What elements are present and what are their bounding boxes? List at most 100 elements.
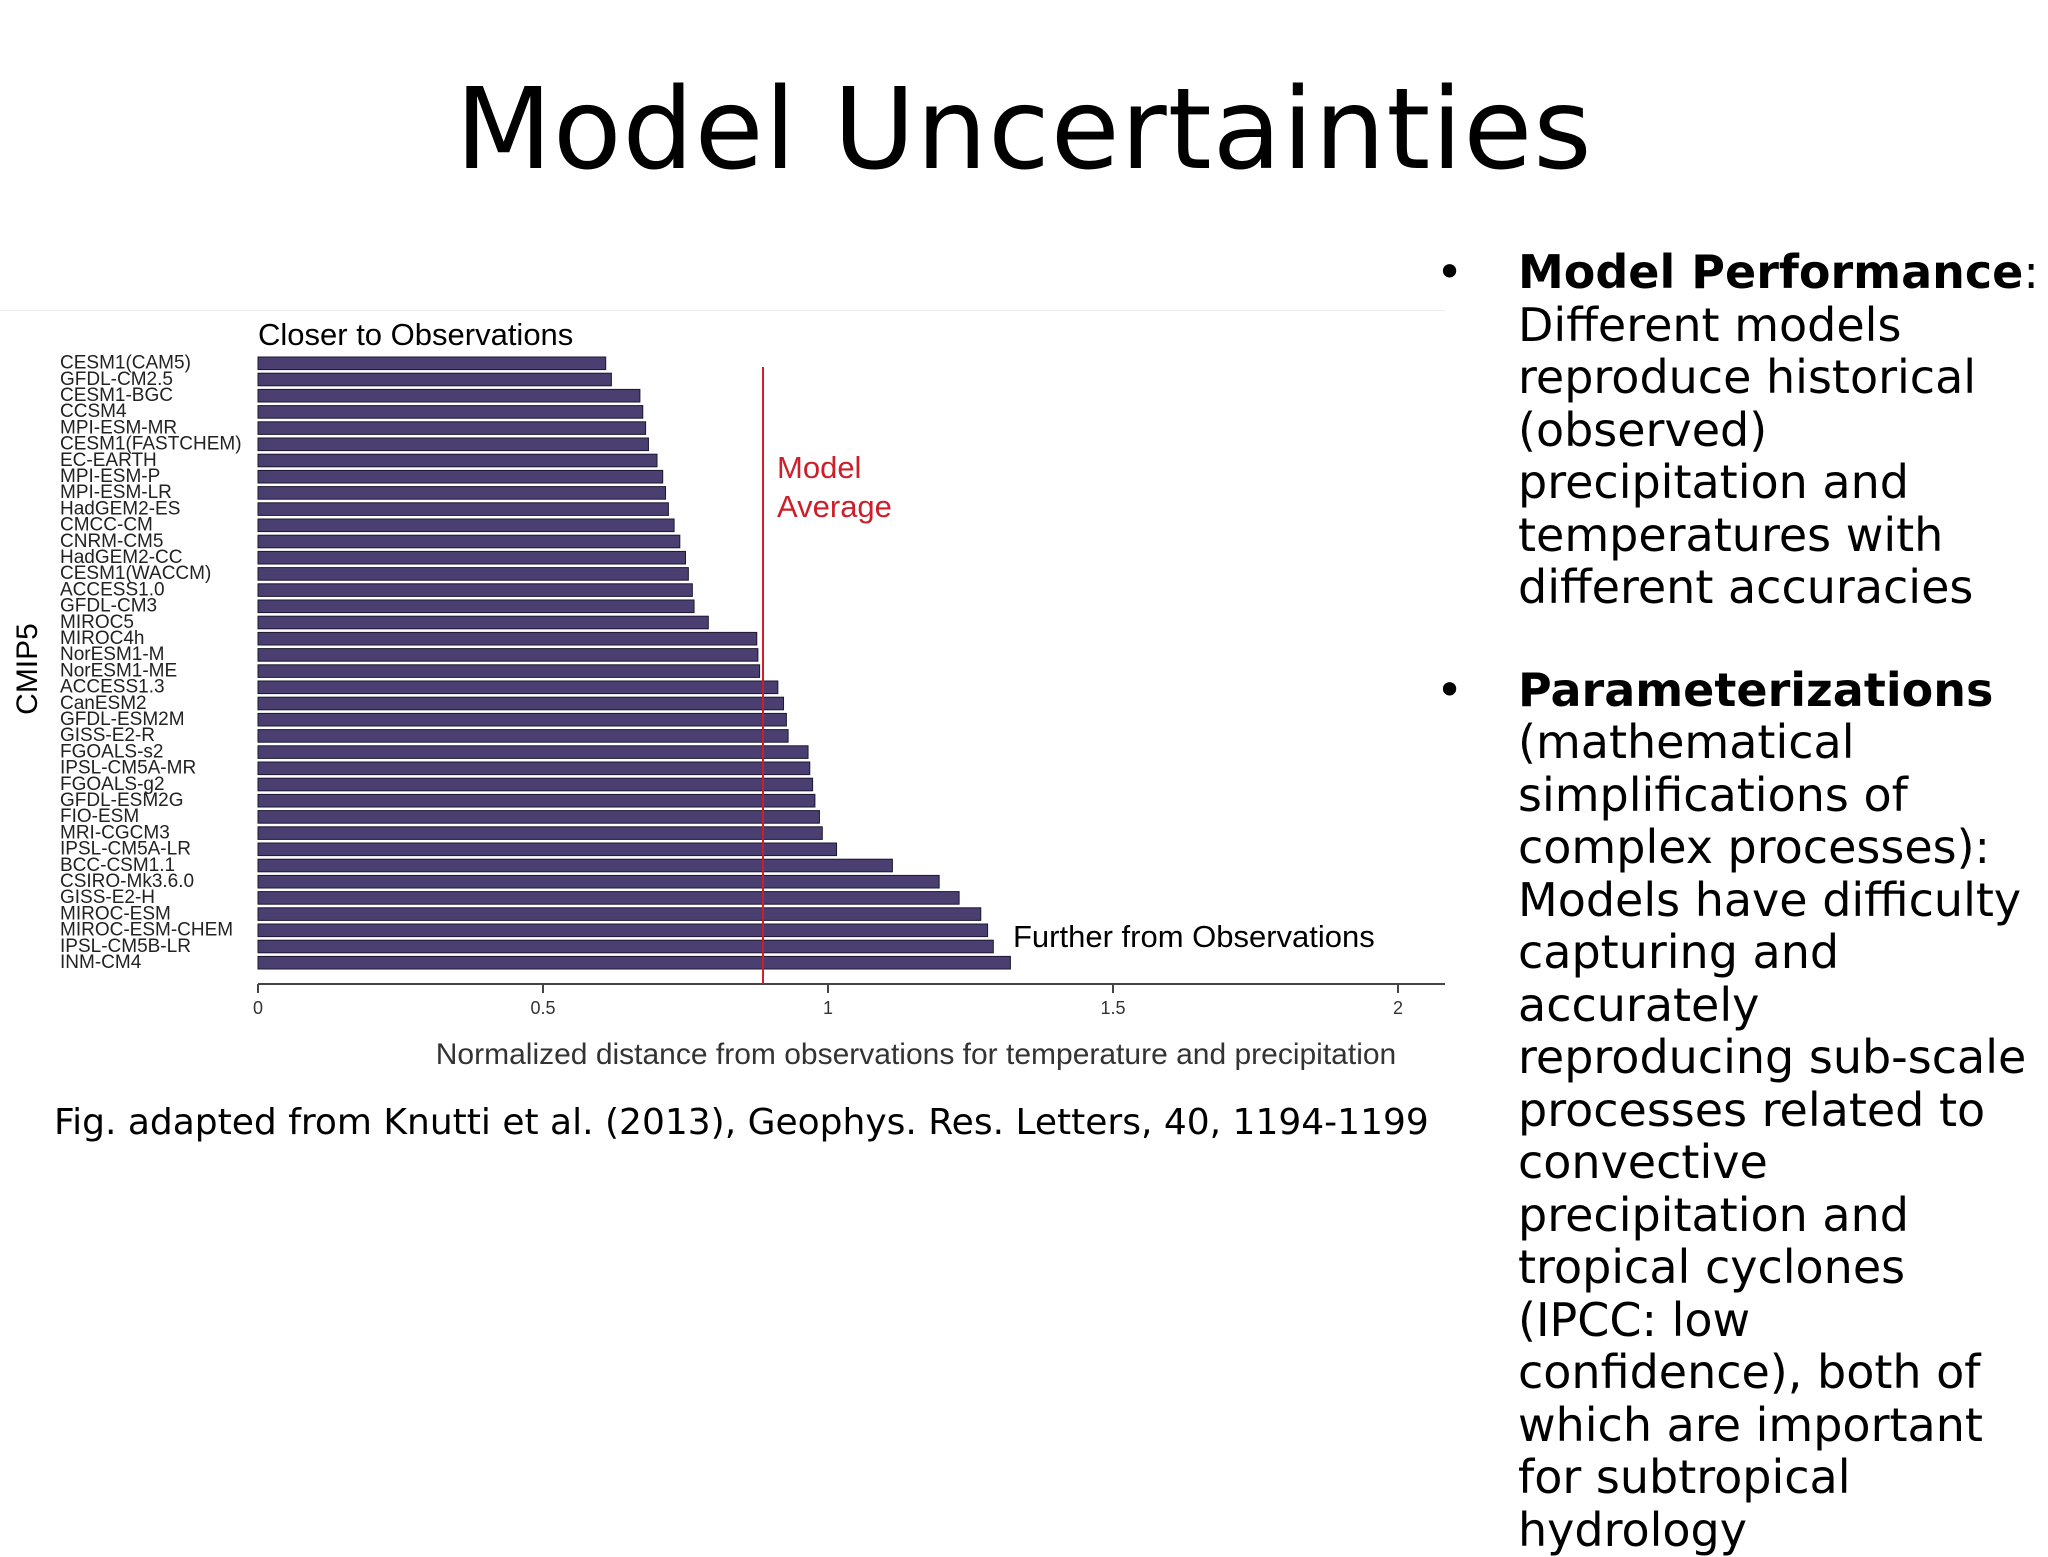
category-label: CESM1(CAM5) <box>60 353 191 374</box>
model-average-label-line-2: Average <box>777 489 892 524</box>
bar-bcc-csm1-1 <box>257 858 893 873</box>
x-tick-label: 0 <box>253 998 263 1018</box>
category-label: CESM1-BGC <box>60 385 173 406</box>
category-label: CSIRO-Mk3.6.0 <box>60 871 194 892</box>
category-label: MPI-ESM-LR <box>60 482 172 503</box>
bar-gfdl-cm2-5 <box>257 372 612 387</box>
category-label: INM-CM4 <box>60 952 142 973</box>
bar-cnrm-cm5 <box>257 534 681 549</box>
category-label: CESM1(FASTCHEM) <box>60 434 242 455</box>
bar-ec-earth <box>257 453 658 468</box>
category-label: IPSL-CM5B-LR <box>60 936 191 957</box>
category-label: ACCESS1.0 <box>60 579 165 600</box>
y-axis-title: CMIP5 <box>11 623 44 715</box>
category-label: NorESM1-ME <box>60 660 177 681</box>
category-label: MPI-ESM-MR <box>60 417 177 438</box>
bullet-heading: Parameterizations <box>1518 662 1994 717</box>
category-label: MPI-ESM-P <box>60 466 160 487</box>
category-label: MIROC-ESM-CHEM <box>60 920 233 941</box>
category-label: IPSL-CM5A-MR <box>60 758 196 779</box>
bar-cmcc-cm <box>257 518 675 533</box>
model-average-label-line-1: Model <box>777 450 861 485</box>
category-label: ACCESS1.3 <box>60 677 165 698</box>
bar-noresm1-m <box>257 648 759 662</box>
category-label: HadGEM2-ES <box>60 498 180 519</box>
bar-access1-0 <box>257 583 693 597</box>
bar-gfdl-esm2g <box>257 793 816 808</box>
x-tick-label: 0.5 <box>530 998 555 1018</box>
bar-miroc-esm-chem <box>257 923 989 938</box>
bar-hadgem2-es <box>257 502 669 516</box>
bar-cesm1-bgc <box>257 388 641 403</box>
closer-to-observations-label: Closer to Observations <box>258 317 573 352</box>
bar-cesm1-fastchem <box>257 437 649 452</box>
bar-hadgem2-cc <box>257 550 686 565</box>
bar-inm-cm4 <box>257 955 1011 970</box>
category-label: EC-EARTH <box>60 450 157 471</box>
category-label: BCC-CSM1.1 <box>60 855 175 876</box>
bar-csiro-mk3-6-0 <box>257 874 940 889</box>
bullet-heading: Model Performance <box>1518 245 2024 299</box>
bar-mpi-esm-p <box>257 469 664 484</box>
category-label: MIROC4h <box>60 628 144 649</box>
category-label: GFDL-CM3 <box>60 596 157 617</box>
bar-ccsm4 <box>257 405 644 419</box>
category-label: FIO-ESM <box>60 806 139 827</box>
bullet-parameterizations: • Parameterizations (mathematical simpli… <box>1436 662 2046 1557</box>
bar-fgoals-g2 <box>257 777 814 792</box>
slide-title: Model Uncertainties <box>455 65 1593 195</box>
category-label: FGOALS-s2 <box>60 741 163 762</box>
category-label: MIROC5 <box>60 612 134 633</box>
category-label: HadGEM2-CC <box>60 547 182 568</box>
bar-mpi-esm-lr <box>257 486 667 500</box>
bar-canesm2 <box>257 696 785 711</box>
category-label: GISS-E2-H <box>60 887 155 908</box>
category-label: CMCC-CM <box>60 515 153 536</box>
category-label: IPSL-CM5A-LR <box>60 839 191 860</box>
bar-giss-e2-h <box>257 891 960 905</box>
bullet-model-performance: • Model Performance: Different models re… <box>1436 246 2046 614</box>
bullet-text: (mathematical simplifications of complex… <box>1518 715 2027 1557</box>
bar-giss-e2-r <box>257 729 789 743</box>
category-label: NorESM1-M <box>60 644 165 665</box>
bar-chart: CESM1(CAM5)GFDL-CM2.5CESM1-BGCCCSM4MPI-E… <box>11 317 1445 1071</box>
category-label: CESM1(WACCM) <box>60 563 211 584</box>
bar-mri-cgcm3 <box>257 826 823 840</box>
bullet-heading-suffix: : <box>2023 245 2039 299</box>
category-label: GISS-E2-R <box>60 725 155 746</box>
bullet-marker: • <box>1436 245 1464 299</box>
bar-cesm1-waccm <box>257 567 689 581</box>
bar-fgoals-s2 <box>257 745 809 759</box>
bullet-list: • Model Performance: Different models re… <box>1436 246 2046 1556</box>
bar-miroc-esm <box>257 907 982 921</box>
category-label: GFDL-ESM2M <box>60 709 185 730</box>
bar-miroc4h <box>257 631 758 646</box>
category-label: CCSM4 <box>60 401 127 422</box>
category-label: CanESM2 <box>60 693 147 714</box>
x-axis-title: Normalized distance from observations fo… <box>436 1038 1396 1071</box>
category-labels-group: CESM1(CAM5)GFDL-CM2.5CESM1-BGCCCSM4MPI-E… <box>60 353 242 973</box>
chart-panel: CESM1(CAM5) GFDL-CM2.5 CESM1-BGC CCSM4 MPI-E… <box>0 310 1445 1121</box>
bar-gfdl-cm3 <box>257 599 695 614</box>
bar-gfdl-esm2m <box>257 712 787 727</box>
x-tick-label: 1.5 <box>1100 998 1125 1018</box>
category-label: MRI-CGCM3 <box>60 822 170 843</box>
bar-miroc5 <box>257 615 709 630</box>
figure-caption: Fig. adapted from Knutti et al. (2013), … <box>54 1102 1429 1143</box>
bar-ipsl-cm5b-lr <box>257 939 994 954</box>
category-label: FGOALS-g2 <box>60 774 165 795</box>
x-tick-label: 1 <box>823 998 833 1018</box>
category-label: MIROC-ESM <box>60 903 171 924</box>
bar-cesm1-cam5 <box>257 356 607 371</box>
bullet-marker: • <box>1436 662 1464 717</box>
x-tick-label: 2 <box>1393 998 1403 1018</box>
bullet-text: Different models reproduce historical (o… <box>1518 297 1977 614</box>
x-ticks-group: 0 0.5 1 1.5 2 <box>253 984 1403 1018</box>
category-label: CNRM-CM5 <box>60 531 163 552</box>
bar-access1-3 <box>257 680 779 695</box>
further-from-observations-label: Further from Observations <box>1013 919 1375 954</box>
category-label: GFDL-ESM2G <box>60 790 184 811</box>
bar-mpi-esm-mr <box>257 421 647 435</box>
bars-group <box>257 356 1011 970</box>
bar-noresm1-me <box>257 664 761 678</box>
